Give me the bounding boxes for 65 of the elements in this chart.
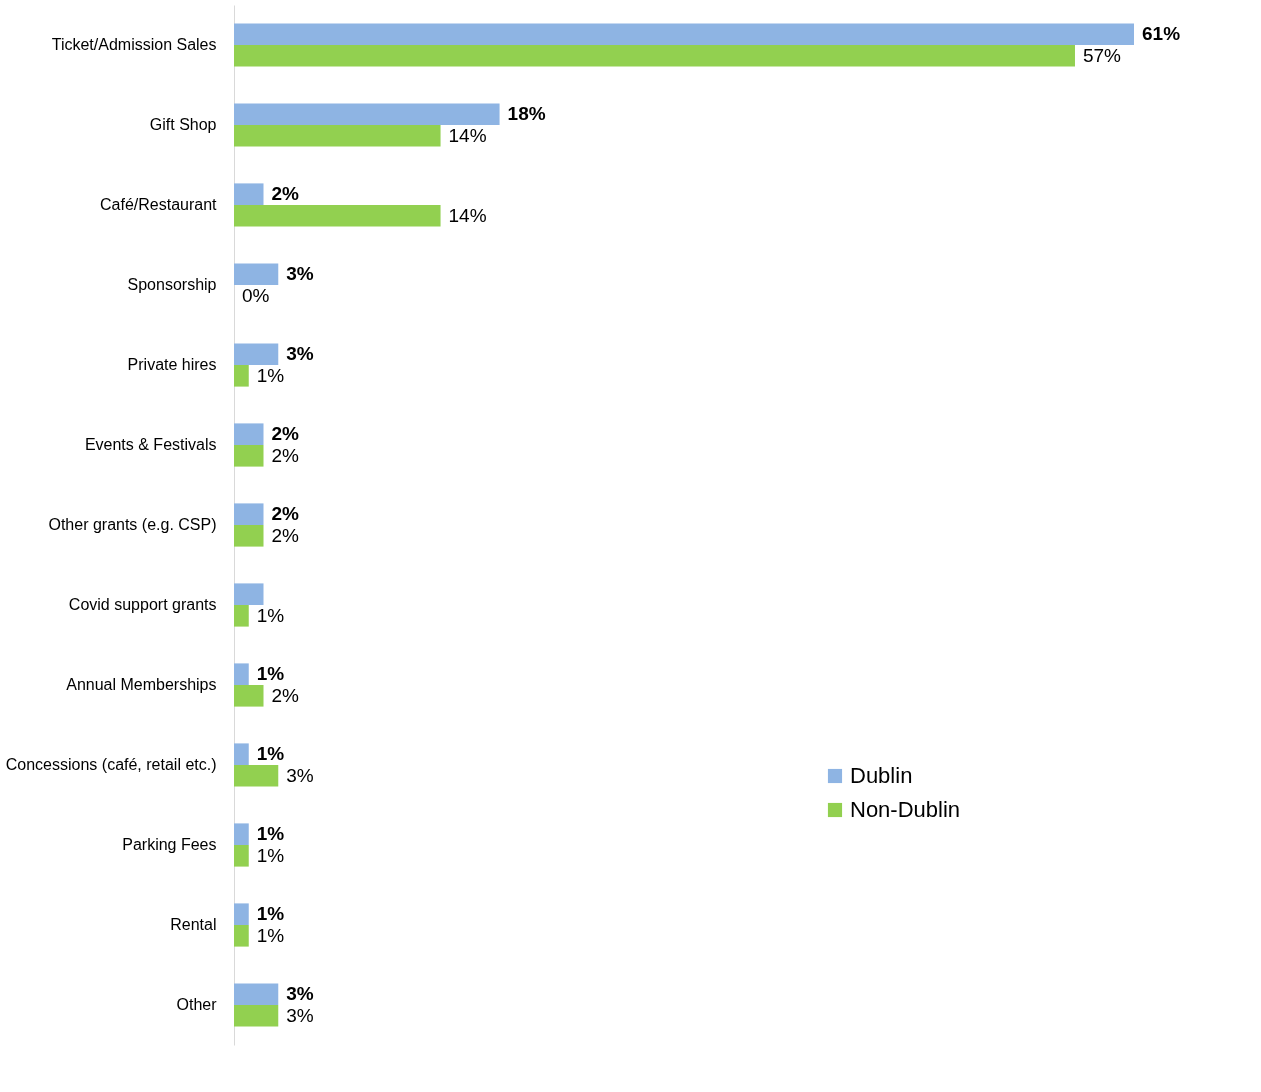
bar: [234, 423, 264, 445]
y-tick-label: Gift Shop: [149, 116, 217, 133]
y-tick-label: Private hires: [127, 356, 217, 373]
bar: [234, 663, 249, 685]
data-label: 18%: [507, 103, 546, 125]
bar: [234, 525, 264, 547]
bar: [234, 205, 441, 227]
bar: [234, 103, 500, 125]
data-label: 3%: [286, 1004, 314, 1026]
data-label: 3%: [286, 764, 314, 786]
bar: [234, 23, 1134, 45]
bar: [234, 743, 249, 765]
data-label: 3%: [286, 343, 314, 365]
legend-label: Dublin: [850, 763, 913, 788]
data-label: 61%: [1142, 23, 1181, 45]
data-label: 1%: [256, 823, 285, 845]
bar: [234, 903, 249, 925]
bar: [234, 183, 264, 205]
y-tick-label: Covid support grants: [68, 596, 217, 613]
bar: [234, 45, 1075, 67]
y-tick-label: Other grants (e.g. CSP): [48, 516, 217, 533]
bar: [234, 445, 264, 467]
y-tick-label: Events & Festivals: [84, 436, 217, 453]
bar: [234, 365, 249, 387]
y-tick-label: Parking Fees: [122, 836, 217, 853]
data-label: 1%: [256, 743, 285, 765]
y-tick-label: Sponsorship: [127, 276, 217, 293]
data-label: 57%: [1082, 44, 1122, 66]
data-label: 2%: [271, 524, 300, 546]
bar: [234, 125, 441, 147]
data-label: 2%: [271, 423, 300, 445]
data-label: 2%: [271, 444, 300, 466]
data-label: 1%: [256, 604, 285, 626]
data-label: 2%: [271, 183, 300, 205]
y-tick-label: Other: [176, 996, 218, 1013]
y-tick-label: Concessions (café, retail etc.): [5, 756, 217, 773]
data-label: 1%: [256, 844, 285, 866]
bar: [234, 503, 264, 525]
bar: [234, 343, 279, 365]
data-label: 0%: [242, 284, 270, 306]
data-label: 1%: [256, 663, 285, 685]
bar: [234, 685, 264, 707]
data-label: 3%: [286, 263, 314, 285]
bar: [234, 765, 279, 787]
y-tick-label: Ticket/Admission Sales: [51, 36, 217, 53]
data-label: 1%: [256, 364, 285, 386]
data-label: 2%: [271, 684, 300, 706]
bar: [234, 583, 264, 605]
y-tick-label: Café/Restaurant: [99, 196, 218, 213]
bar: [234, 845, 249, 867]
bar: [234, 983, 279, 1005]
data-label: 3%: [286, 983, 314, 1005]
data-label: 1%: [256, 903, 285, 925]
legend-label: Non-Dublin: [850, 797, 961, 822]
y-tick-label: Annual Memberships: [66, 676, 217, 693]
data-label: 14%: [448, 124, 487, 146]
data-label: 1%: [256, 924, 285, 946]
data-label: 2%: [271, 503, 300, 525]
bar: [234, 823, 249, 845]
bar: [234, 1005, 279, 1027]
y-tick-label: Rental: [170, 916, 217, 933]
bar: [234, 925, 249, 947]
data-label: 14%: [448, 204, 487, 226]
bar: [234, 605, 249, 627]
bar: [234, 263, 279, 285]
